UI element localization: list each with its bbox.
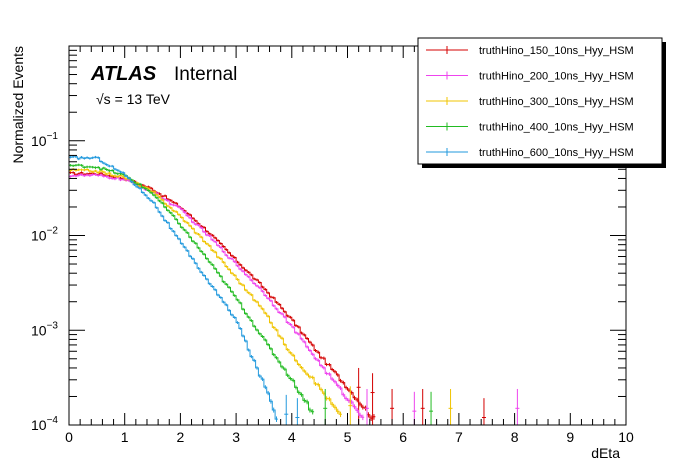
y-tick-exponent: −2	[47, 226, 59, 237]
x-tick-label: 5	[344, 429, 352, 445]
y-tick-exponent: −3	[47, 320, 59, 331]
y-tick-label: 10−3	[31, 320, 58, 338]
legend-entry: truthHino_200_10ns_Hyy_HSM	[426, 71, 634, 83]
legend: truthHino_150_10ns_Hyy_HSM truthHino_200_…	[417, 37, 666, 168]
x-tick-label: 10	[618, 429, 634, 445]
atlas-label: ATLAS	[90, 63, 157, 85]
legend-entries: truthHino_150_10ns_Hyy_HSM truthHino_200_…	[426, 45, 634, 159]
y-tick-base: 10	[31, 133, 47, 149]
legend-entry: truthHino_400_10ns_Hyy_HSM	[426, 122, 634, 134]
series-layer	[69, 155, 520, 425]
y-tick-base: 10	[31, 322, 47, 338]
y-tick-exponent: −1	[47, 131, 59, 142]
y-tick-label: 10−2	[31, 226, 58, 244]
series-3	[69, 167, 453, 425]
legend-label: truthHino_300_10ns_Hyy_HSM	[479, 96, 634, 108]
energy-sqrt-symbol: √s	[96, 91, 111, 107]
legend-label: truthHino_600_10ns_Hyy_HSM	[479, 147, 634, 159]
legend-entry: truthHino_150_10ns_Hyy_HSM	[426, 45, 634, 57]
legend-entry: truthHino_600_10ns_Hyy_HSM	[426, 147, 634, 159]
x-tick-label: 4	[288, 429, 296, 445]
energy-label: √s = 13 TeV	[96, 91, 171, 107]
y-tick-base: 10	[31, 417, 47, 433]
legend-label: truthHino_150_10ns_Hyy_HSM	[479, 45, 634, 57]
x-axis-label: dEta	[591, 445, 620, 461]
x-tick-label: 8	[511, 429, 519, 445]
x-tick-label: 9	[566, 429, 574, 445]
series-5	[69, 155, 300, 425]
y-tick-base: 10	[31, 228, 47, 244]
x-tick-label: 3	[232, 429, 240, 445]
x-tick-label: 6	[399, 429, 407, 445]
y-tick-label: 10−1	[31, 131, 58, 149]
legend-entry: truthHino_300_10ns_Hyy_HSM	[426, 96, 634, 108]
histogram-line	[69, 164, 315, 413]
series-4	[69, 163, 434, 425]
y-tick-label: 10−4	[31, 415, 58, 433]
y-tick-exponent: −4	[47, 415, 59, 426]
internal-label: Internal	[174, 64, 237, 85]
y-axis-label: Normalized Events	[10, 46, 26, 164]
x-tick-label: 1	[121, 429, 129, 445]
histogram-line	[69, 174, 365, 418]
y-axis: 10−410−310−210−1	[31, 49, 626, 433]
legend-label: truthHino_200_10ns_Hyy_HSM	[479, 71, 634, 83]
x-tick-label: 0	[65, 429, 73, 445]
x-tick-label: 7	[455, 429, 463, 445]
energy-value: = 13 TeV	[111, 91, 171, 107]
x-tick-label: 2	[177, 429, 185, 445]
legend-label: truthHino_400_10ns_Hyy_HSM	[479, 122, 634, 134]
